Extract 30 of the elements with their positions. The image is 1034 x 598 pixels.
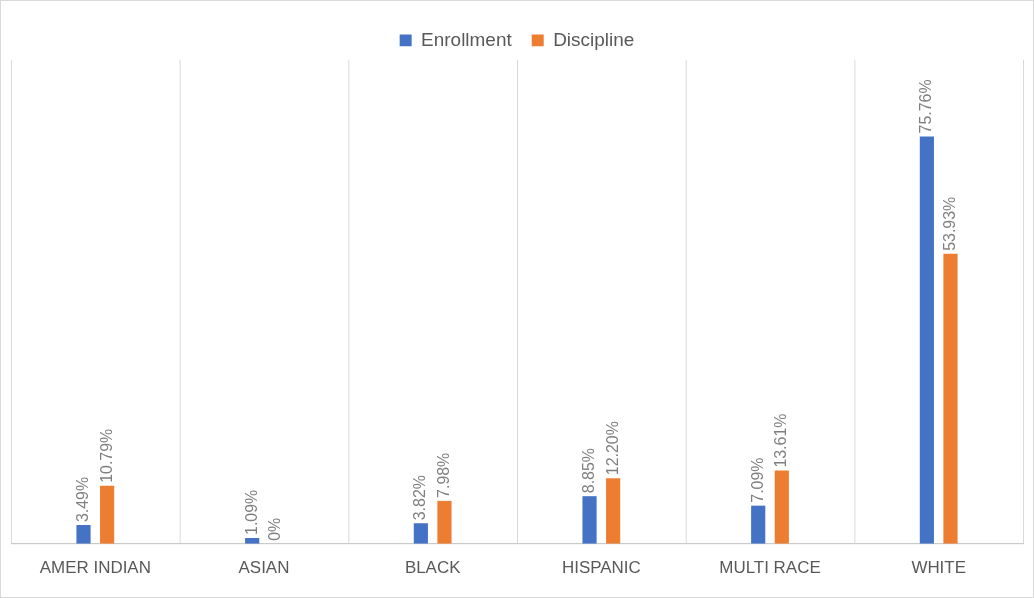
bar (606, 478, 621, 544)
data-label: 7.09% (748, 457, 766, 503)
legend-label: Enrollment (421, 28, 513, 50)
x-tick-label: MULTI RACE (719, 557, 821, 577)
data-label: 53.93% (940, 196, 958, 251)
data-label: 3.82% (411, 475, 429, 521)
data-label: 12.20% (603, 421, 621, 476)
bar (413, 523, 428, 544)
legend-label: Discipline (553, 28, 635, 50)
data-label: 1.09% (242, 489, 260, 535)
data-label: 75.76% (917, 79, 935, 134)
x-tick-label: ASIAN (238, 557, 290, 577)
data-label: 7.98% (434, 452, 452, 498)
x-tick-label: WHITE (911, 557, 966, 577)
x-tick-label: HISPANIC (561, 557, 641, 577)
bar (774, 470, 789, 544)
bar (76, 525, 91, 544)
bar (919, 136, 934, 544)
data-label: 3.49% (73, 476, 91, 523)
data-label: 8.85% (579, 448, 597, 494)
bar (751, 505, 766, 544)
data-label: 10.79% (97, 428, 115, 483)
data-label: 13.61% (772, 413, 790, 468)
bar (943, 253, 958, 544)
bar (100, 485, 115, 544)
bar (437, 500, 452, 544)
bar (582, 496, 597, 544)
x-tick-label: BLACK (404, 557, 462, 577)
x-tick-label: AMER INDIAN (39, 557, 151, 577)
data-label: 0% (266, 517, 284, 541)
